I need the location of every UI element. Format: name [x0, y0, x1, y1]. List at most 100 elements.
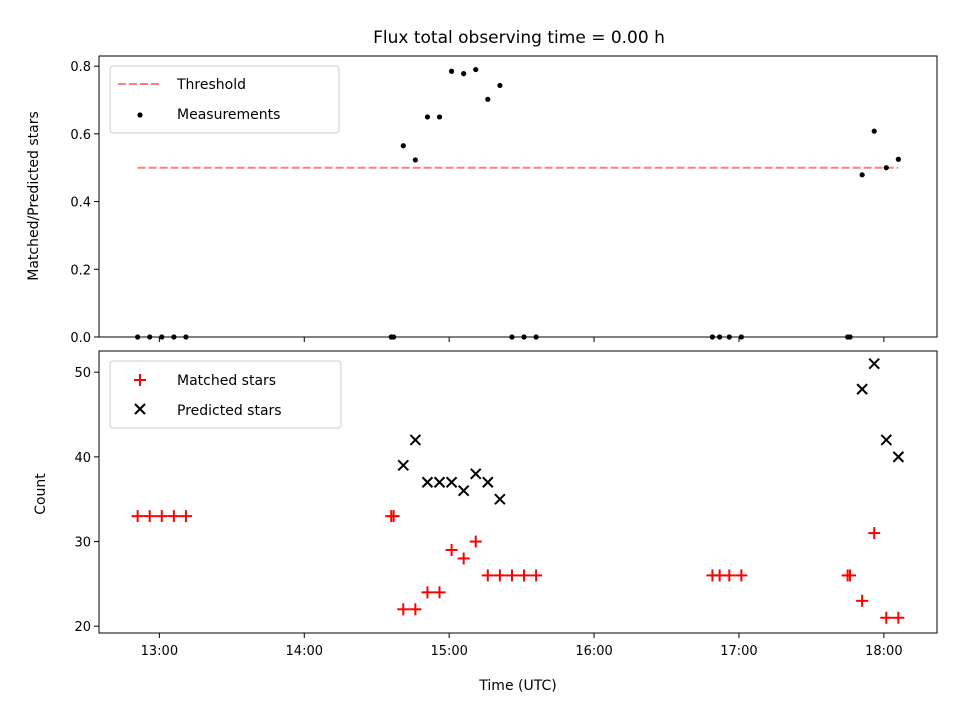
top-y-axis-label: Matched/Predicted stars	[26, 111, 42, 281]
matched-star-point	[167, 510, 180, 523]
matched-star-point	[445, 544, 458, 557]
matched-star-point	[505, 569, 518, 582]
matched-star-point	[856, 594, 869, 607]
matched-star-point	[457, 552, 470, 565]
measurement-point	[509, 334, 515, 340]
matched-star-point	[397, 603, 410, 616]
measurement-point	[738, 334, 744, 340]
top-panel: 0.00.20.40.60.8 Matched/Predicted stars …	[26, 55, 938, 346]
matched-star-point	[387, 510, 400, 523]
legend-measurements-label: Measurements	[177, 107, 280, 123]
y-tick-label: 20	[74, 620, 91, 635]
bottom-legend-box	[109, 360, 342, 429]
bottom-x-ticks: 13:00 14:00 15:00 16:00 17:00 18:00	[141, 633, 903, 659]
y-tick-label: 50	[74, 366, 91, 381]
matched-star-point	[433, 586, 446, 599]
measurement-point	[521, 334, 527, 340]
measurement-point	[717, 334, 723, 340]
measurement-point	[424, 114, 431, 120]
y-tick-label: 0.0	[70, 331, 91, 346]
y-tick-label: 0.4	[70, 196, 91, 211]
matched-star-point	[131, 510, 144, 523]
legend-matched-label: Matched stars	[177, 373, 276, 389]
top-y-ticks: 0.0 0.2 0.4 0.6 0.8	[70, 60, 99, 346]
count-points	[131, 357, 905, 624]
measurement-point	[895, 156, 901, 162]
measurement-point	[709, 334, 716, 340]
measurement-point	[485, 96, 491, 102]
matched-star-point	[868, 527, 881, 540]
x-tick-label: 18:00	[865, 644, 902, 659]
measurement-point	[448, 68, 455, 74]
y-tick-label: 40	[74, 451, 91, 466]
chart-title: Flux total observing time = 0.00 h	[373, 28, 665, 48]
predicted-star-point	[868, 357, 880, 370]
x-axis-label: Time (UTC)	[478, 678, 556, 694]
predicted-star-point	[457, 485, 470, 497]
x-tick-label: 16:00	[575, 644, 612, 659]
y-tick-label: 0.2	[70, 263, 91, 278]
predicted-star-point	[433, 476, 446, 488]
matched-star-point	[421, 586, 434, 599]
measurement-point	[473, 66, 479, 73]
top-legend: Threshold Measurements	[109, 65, 340, 134]
measurement-point	[859, 172, 865, 178]
measurement-point	[412, 157, 418, 163]
matched-star-point	[179, 510, 192, 523]
legend-measurement-swatch	[137, 112, 143, 118]
matched-star-point	[143, 510, 156, 523]
predicted-star-point	[482, 476, 494, 488]
measurement-point	[461, 71, 467, 77]
predicted-star-point	[409, 434, 422, 446]
predicted-star-point	[397, 459, 409, 472]
x-tick-label: 13:00	[141, 644, 178, 659]
matched-star-point	[735, 569, 748, 582]
bottom-legend: Matched stars Predicted stars	[109, 360, 342, 429]
measurement-point	[400, 143, 406, 149]
measurement-point	[183, 334, 189, 340]
predicted-star-point	[445, 476, 458, 488]
matched-star-point	[723, 569, 736, 582]
x-tick-label: 14:00	[286, 644, 323, 659]
matched-star-point	[469, 535, 482, 548]
matched-star-point	[481, 569, 494, 582]
measurement-point	[847, 334, 853, 340]
measurement-point	[135, 334, 141, 340]
predicted-star-point	[421, 476, 434, 488]
measurement-point	[147, 334, 153, 340]
y-tick-label: 30	[74, 536, 91, 551]
predicted-star-point	[494, 493, 506, 505]
measurement-point	[159, 334, 165, 340]
predicted-star-point	[856, 383, 868, 395]
matched-star-point	[155, 510, 168, 523]
bottom-y-ticks: 20 30 40 50	[74, 366, 99, 635]
measurement-point	[171, 334, 177, 340]
measurement-point	[533, 334, 539, 340]
matched-star-point	[844, 569, 857, 582]
matched-star-point	[892, 611, 905, 624]
measurement-point	[391, 334, 397, 340]
top-legend-box	[109, 65, 340, 134]
y-tick-label: 0.6	[70, 128, 91, 143]
measurement-points	[135, 66, 901, 340]
legend-predicted-label: Predicted stars	[177, 403, 282, 419]
matched-star-point	[409, 603, 422, 616]
matched-star-point	[518, 569, 531, 582]
x-tick-label: 17:00	[720, 644, 757, 659]
matched-star-point	[530, 569, 543, 582]
x-tick-label: 15:00	[430, 644, 467, 659]
bottom-y-axis-label: Count	[33, 473, 49, 515]
legend-predicted-swatch	[134, 403, 146, 415]
matched-star-point	[880, 611, 893, 624]
legend-matched-swatch	[134, 374, 146, 386]
matched-star-point	[493, 569, 506, 582]
predicted-star-point	[470, 468, 482, 480]
predicted-star-point	[880, 434, 892, 446]
legend-threshold-label: Threshold	[176, 77, 246, 93]
measurement-point	[871, 128, 877, 134]
measurement-point	[436, 114, 443, 120]
measurement-point	[497, 82, 503, 89]
measurement-point	[883, 165, 889, 171]
